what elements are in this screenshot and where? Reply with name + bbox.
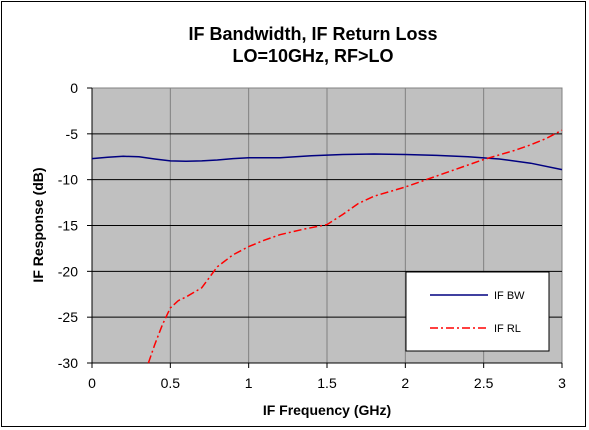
x-tick-label: 1	[245, 375, 253, 391]
y-tick-label: 0	[70, 80, 78, 96]
legend-label-if-bw: IF BW	[494, 290, 525, 302]
x-tick-label: 0.5	[161, 375, 181, 391]
legend-box	[405, 271, 550, 352]
series-line-if-rl	[147, 129, 563, 364]
legend-label-if-rl: IF RL	[494, 323, 521, 335]
y-axis-title: IF Response (dB)	[30, 167, 46, 282]
x-tick-label: 3	[558, 375, 566, 391]
y-tick-labels: 0 -5 -10 -15 -20 -25 -30	[58, 80, 92, 371]
y-tick-label: -30	[58, 355, 78, 371]
x-axis-title: IF Frequency (GHz)	[263, 402, 391, 418]
x-tick-labels: 0 0.5 1 1.5 2 2.5 3	[88, 363, 566, 391]
x-tick-label: 2	[401, 375, 409, 391]
legend: IF BW IF RL	[405, 271, 550, 352]
chart-title-line-1: IF Bandwidth, IF Return Loss	[189, 24, 438, 44]
y-tick-label: -20	[58, 263, 78, 279]
series-layer	[91, 129, 563, 364]
x-tick-label: 2.5	[474, 375, 494, 391]
y-tick-label: -10	[58, 172, 78, 188]
y-tick-label: -25	[58, 309, 78, 325]
x-tick-label: 0	[88, 375, 96, 391]
series-line-if-bw	[91, 153, 563, 171]
chart-title-line-2: LO=10GHz, RF>LO	[232, 46, 393, 66]
y-tick-label: -15	[58, 218, 78, 234]
y-tick-label: -5	[66, 126, 79, 142]
x-tick-label: 1.5	[317, 375, 337, 391]
